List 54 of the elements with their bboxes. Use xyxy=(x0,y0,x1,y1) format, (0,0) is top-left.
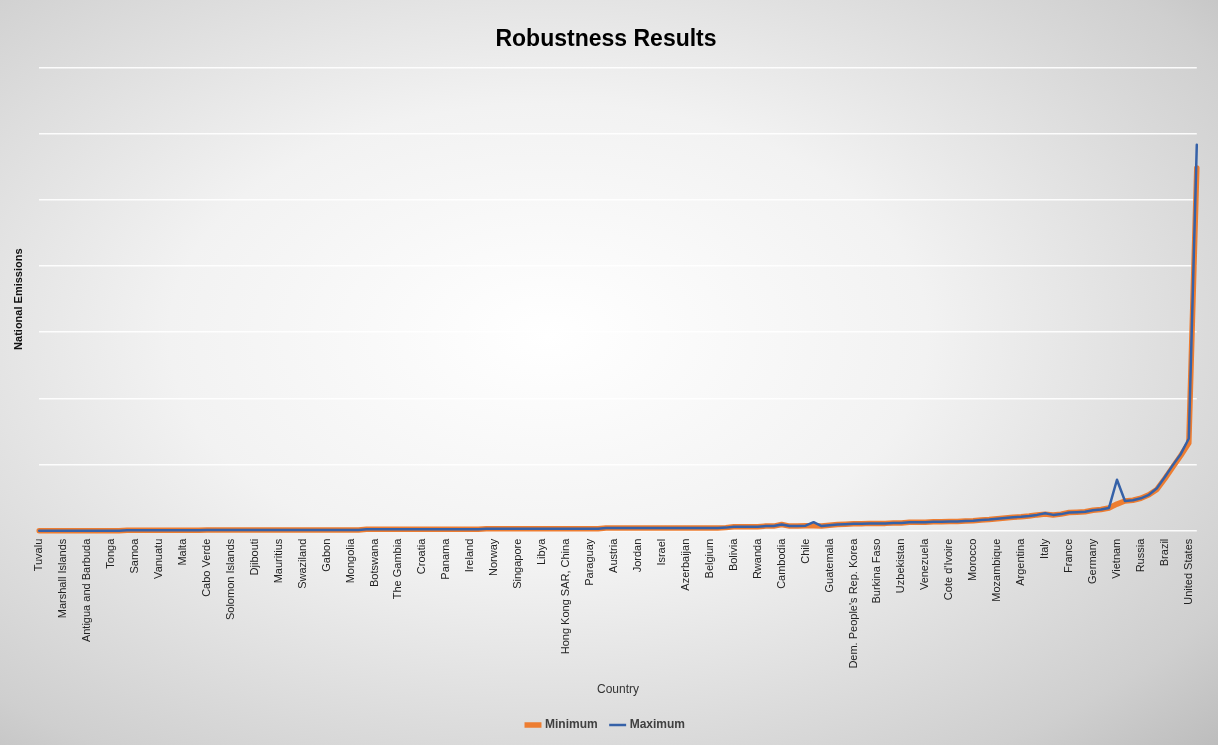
legend-label: Maximum xyxy=(629,717,686,732)
x-tick-label: Paraguay xyxy=(583,538,596,586)
x-tick-label: Samoa xyxy=(128,537,141,574)
x-tick-label: The Gambia xyxy=(391,537,404,600)
x-tick-label: Germany xyxy=(1086,538,1099,584)
x-tick-label: Hong Kong SAR, China xyxy=(559,537,572,655)
x-tick-label: Burkina Faso xyxy=(870,538,883,604)
x-tick-label: Morocco xyxy=(966,538,979,581)
x-tick-label: Cabo Verde xyxy=(199,538,212,597)
x-tick-label: Russia xyxy=(1133,537,1146,573)
x-tick-label: United States xyxy=(1181,538,1194,605)
x-tick-label: Italy xyxy=(1038,538,1051,559)
x-tick-label: Israel xyxy=(654,538,667,566)
x-tick-label: Swaziland xyxy=(295,538,308,589)
x-tick-label: Brazil xyxy=(1157,538,1170,567)
x-tick-label: Libya xyxy=(535,537,548,566)
x-tick-label: Tonga xyxy=(104,537,117,569)
x-tick-label: Panama xyxy=(439,537,452,580)
x-tick-label: Gabon xyxy=(319,538,332,572)
x-tick-label: Singapore xyxy=(511,538,524,589)
x-tick-label: Dem. People's Rep. Korea xyxy=(846,537,859,669)
x-tick-label: Bolivia xyxy=(726,537,739,572)
x-tick-label: Malta xyxy=(175,537,188,566)
x-tick-label: Vanuatu xyxy=(151,538,164,579)
x-tick-label: Cambodia xyxy=(774,537,787,589)
x-tick-label: Norway xyxy=(487,538,500,577)
x-tick-label: Venezuela xyxy=(918,537,931,591)
x-tick-label: Mozambique xyxy=(990,538,1003,602)
x-tick-label: Rwanda xyxy=(750,537,763,580)
x-tick-label: Croatia xyxy=(415,537,428,575)
x-tick-label: Guatemala xyxy=(822,537,835,593)
x-tick-label: Jordan xyxy=(630,538,643,573)
legend-label: Minimum xyxy=(544,717,598,732)
x-tick-label: France xyxy=(1062,538,1075,573)
x-tick-label: Antigua and Barbuda xyxy=(80,537,93,643)
x-tick-label: Ireland xyxy=(463,538,476,573)
x-tick-label: Cote d'Ivoire xyxy=(942,538,955,601)
x-tick-label: Belgium xyxy=(702,538,715,579)
x-tick-label: Solomon Islands xyxy=(223,538,236,621)
x-tick-label: Mongolia xyxy=(343,537,356,584)
y-axis-title: National Emissions xyxy=(11,248,24,350)
x-tick-label: Botswana xyxy=(367,537,380,588)
chart-title: Robustness Results xyxy=(495,25,717,52)
x-axis-title: Country xyxy=(596,682,640,697)
x-tick-label: Tuvalu xyxy=(32,538,45,572)
x-tick-label: Argentina xyxy=(1014,537,1027,586)
x-tick-label: Marshall Islands xyxy=(56,538,69,619)
x-tick-label: Mauritius xyxy=(271,538,284,584)
x-tick-label: Austria xyxy=(607,537,620,573)
x-tick-label: Uzbekistan xyxy=(894,538,907,594)
x-tick-label: Vietnam xyxy=(1110,538,1122,579)
x-tick-label: Azerbaijan xyxy=(678,538,691,591)
x-tick-label: Djibouti xyxy=(247,538,260,576)
x-tick-label: Chile xyxy=(798,538,811,564)
